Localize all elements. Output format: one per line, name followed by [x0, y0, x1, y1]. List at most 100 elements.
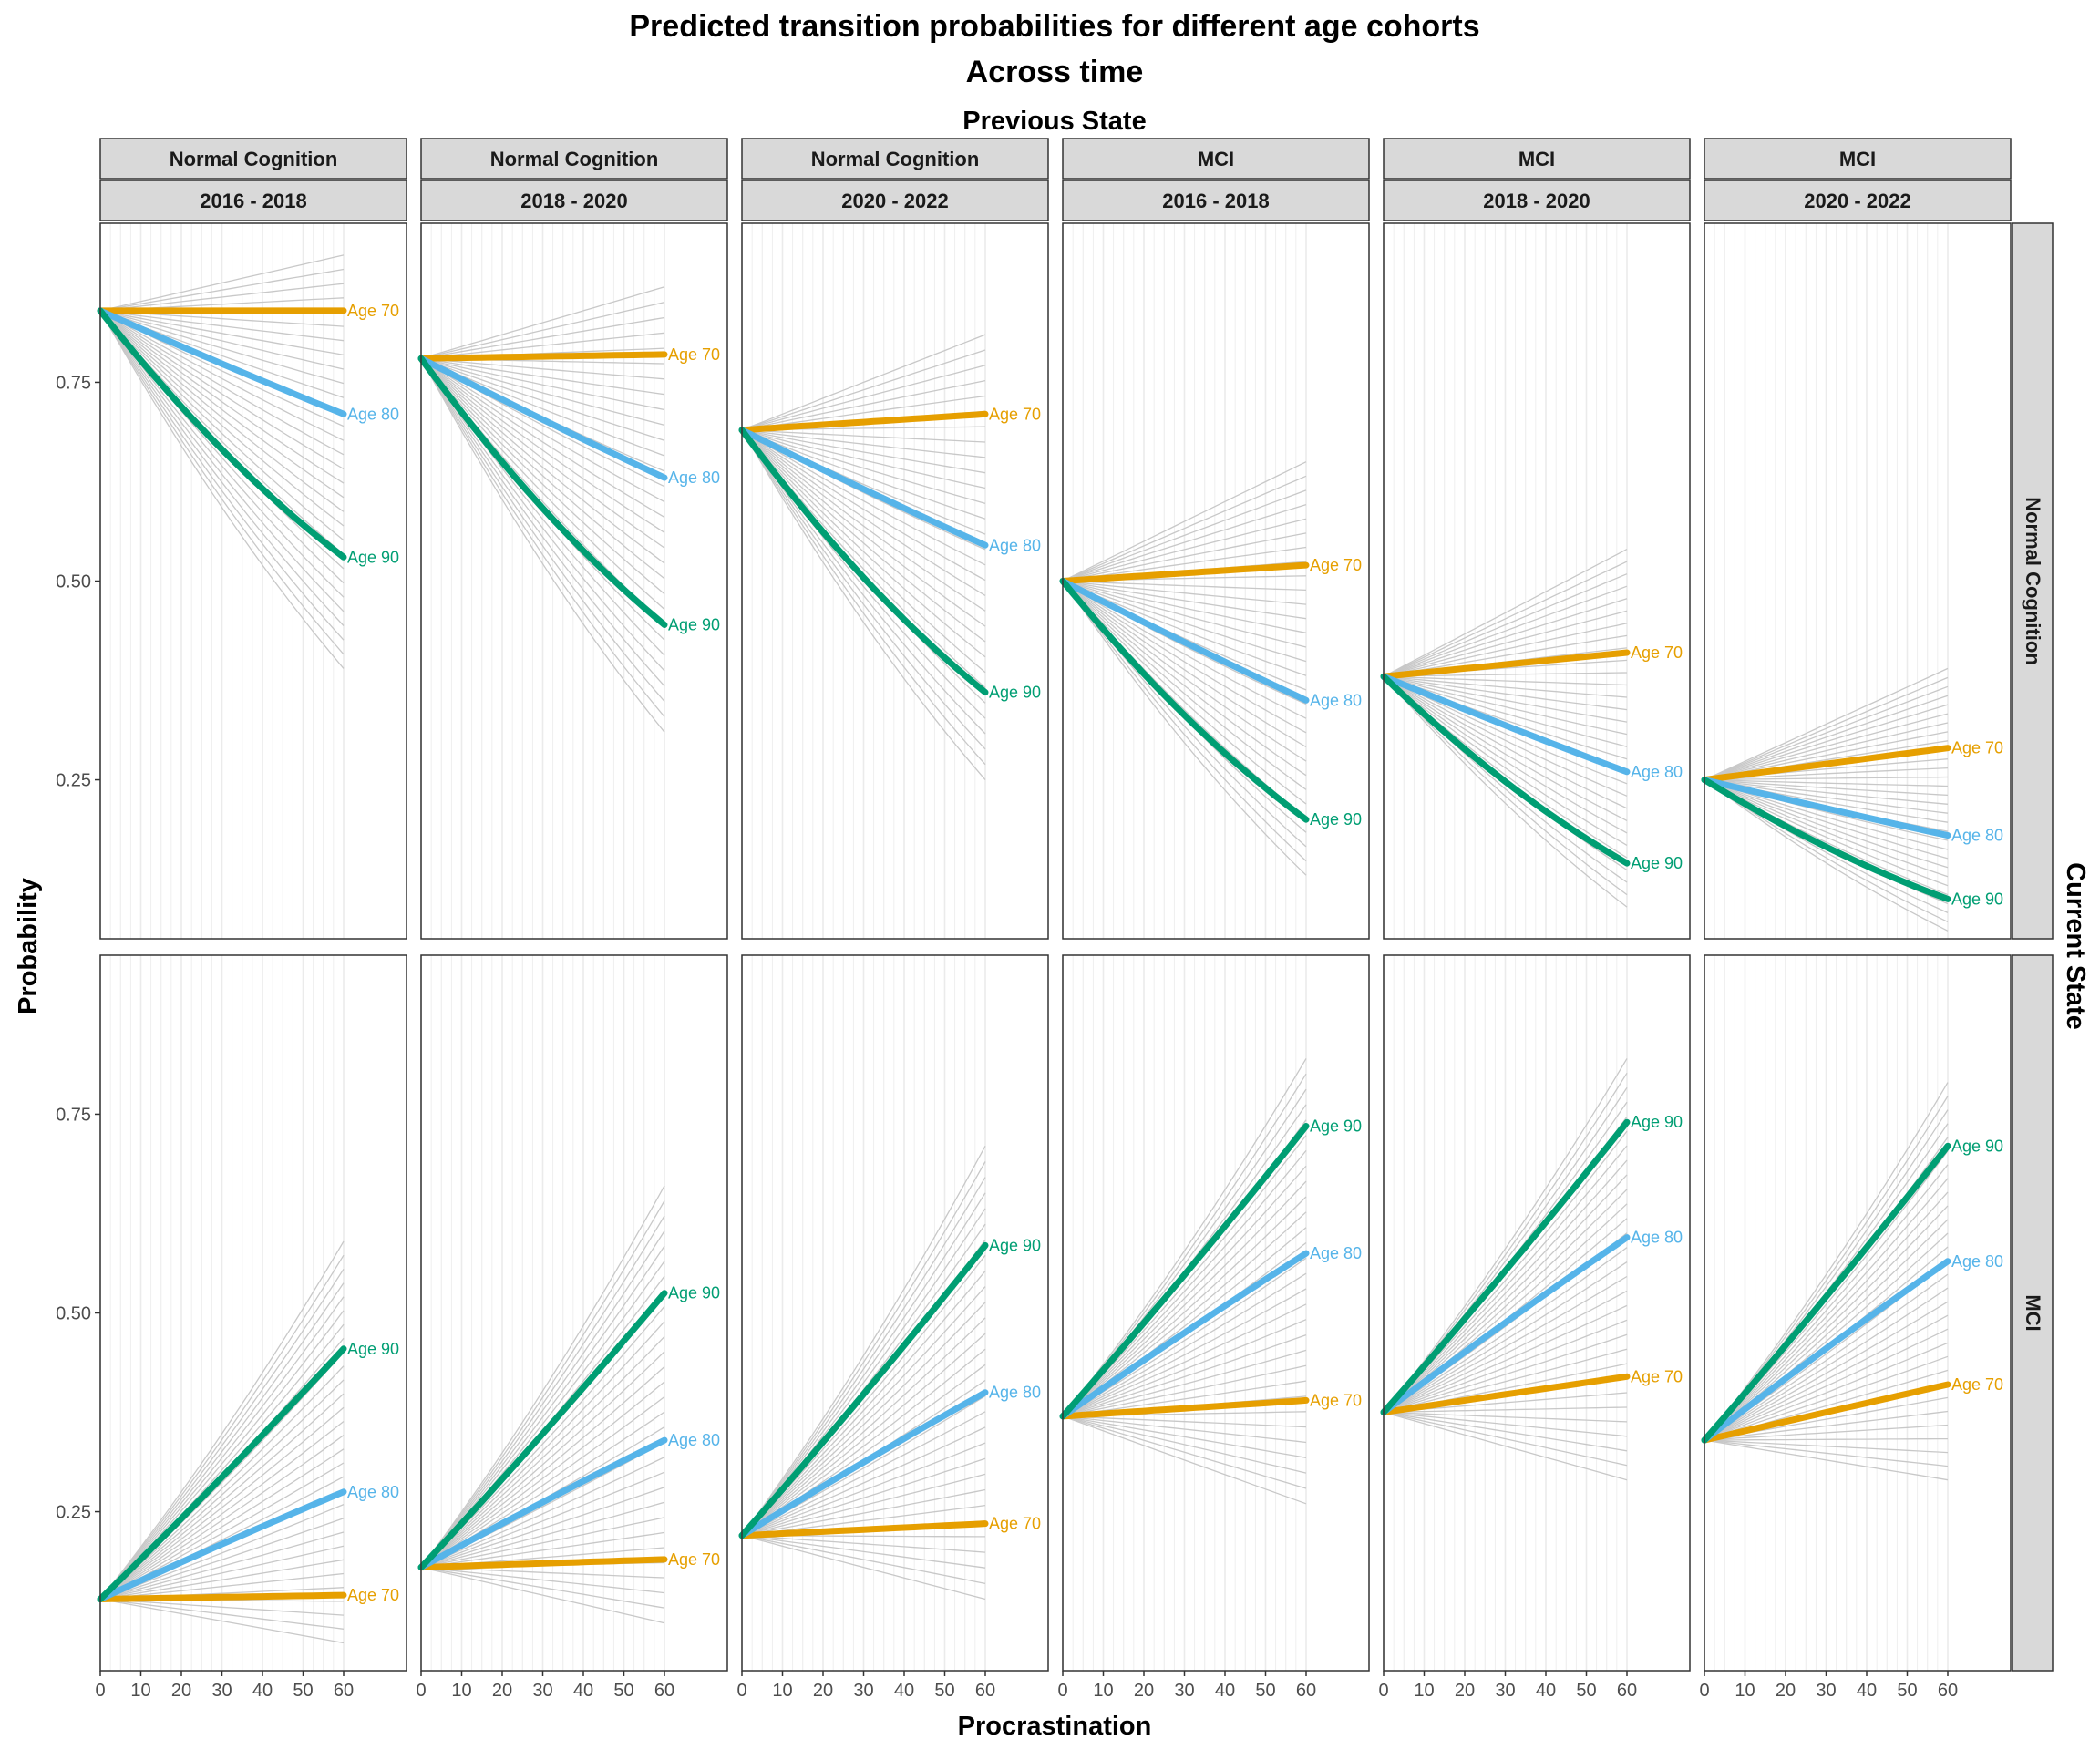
- series-label-age-80: Age 80: [1631, 1229, 1683, 1247]
- y-tick-label: 0.75: [56, 373, 91, 393]
- series-label-age-70: Age 70: [668, 345, 720, 364]
- x-tick-label: 10: [1093, 1681, 1113, 1701]
- cohort-line: [1383, 598, 1628, 677]
- series-line-age-90: [1380, 673, 1631, 867]
- cohort-line: [1383, 675, 1628, 908]
- cohort-line: [1062, 1165, 1307, 1417]
- cohort-line: [1704, 1314, 1949, 1441]
- cohort-line: [1062, 580, 1307, 605]
- cohort-line: [1062, 580, 1307, 748]
- cohort-line: [420, 1566, 665, 1624]
- cohort-line: [99, 1420, 345, 1601]
- cohort-line: [1383, 675, 1628, 711]
- cohort-line: [1704, 1424, 1949, 1441]
- series-label-age-90: Age 90: [1951, 1137, 2003, 1155]
- cohort-line: [1062, 518, 1307, 582]
- cohort-line: [741, 1535, 986, 1601]
- strip-previous-state: [1383, 138, 1691, 180]
- cohort-line: [99, 310, 345, 470]
- cohort-line: [1704, 1164, 1949, 1441]
- series-line-age-80: [1701, 1258, 1951, 1444]
- cohort-line: [741, 1348, 986, 1537]
- cohort-line: [99, 1598, 345, 1644]
- cohort-line: [1704, 778, 1949, 805]
- cohort-line: [420, 1351, 665, 1569]
- cohort-line: [420, 316, 665, 359]
- series-line-age-90: [97, 307, 347, 561]
- series-label-age-90: Age 90: [1310, 810, 1362, 829]
- cohort-line: [741, 429, 986, 520]
- series-line-age-80: [97, 1488, 347, 1602]
- cohort-line: [420, 357, 665, 533]
- series-label-age-90: Age 90: [1310, 1117, 1362, 1136]
- series-label-age-90: Age 90: [347, 1340, 399, 1358]
- cohort-line: [1383, 1411, 1628, 1437]
- cohort-line: [1383, 623, 1628, 677]
- x-tick-label: 40: [1536, 1681, 1556, 1701]
- panel-border: [420, 954, 728, 1672]
- panel-border: [741, 954, 1049, 1672]
- series-label-age-70: Age 70: [1310, 1391, 1362, 1409]
- cohort-line: [99, 310, 345, 626]
- strip-previous-state-label: Normal Cognition: [811, 148, 980, 170]
- facet-panel: Age 70 Age 80 Age 90: [417, 222, 728, 940]
- cohort-line: [1062, 1415, 1307, 1505]
- cohort-line: [1383, 675, 1628, 723]
- cohort-line: [420, 1230, 665, 1569]
- cohort-line: [99, 310, 345, 512]
- cohort-line: [420, 1200, 665, 1568]
- cohort-line: [741, 365, 986, 431]
- series-label-age-90: Age 90: [668, 1284, 720, 1302]
- cohort-line: [1062, 580, 1307, 648]
- series-line-age-90: [1059, 1123, 1310, 1420]
- x-tick-label: 0: [1378, 1681, 1388, 1701]
- cohort-line: [1704, 778, 1949, 850]
- cohort-line: [99, 310, 345, 641]
- series-line-age-70: [738, 1520, 989, 1539]
- cohort-line: [420, 1501, 665, 1569]
- cohort-line: [741, 429, 986, 750]
- cohort-line: [420, 1215, 665, 1569]
- cohort-line: [420, 357, 665, 441]
- strip-current-state-label: MCI: [2022, 1294, 2044, 1331]
- cohort-line: [99, 310, 345, 541]
- cohort-line: [1383, 1247, 1628, 1414]
- cohort-line: [99, 254, 345, 312]
- cohort-line: [1704, 767, 1949, 781]
- cohort-line: [420, 1395, 665, 1569]
- strip-previous-state: [1704, 138, 2012, 180]
- facet-panel: Age 70 Age 80 Age 90: [1380, 222, 1691, 940]
- cohort-line: [1062, 1415, 1307, 1444]
- series-label-age-80: Age 80: [1631, 763, 1683, 781]
- cohort-line: [1704, 1287, 1949, 1441]
- series-label-age-90: Age 90: [1631, 854, 1683, 872]
- strip-period-label: 2020 - 2022: [1804, 190, 1910, 212]
- cohort-line: [1383, 549, 1628, 677]
- cohort-line: [1704, 1355, 1949, 1441]
- x-tick-label: 40: [1215, 1681, 1235, 1701]
- cohort-line: [741, 1488, 986, 1537]
- series-line-age-70: [1059, 1396, 1310, 1420]
- panel-background: [1704, 955, 2011, 1671]
- cohort-line: [1704, 676, 1949, 781]
- series-label-age-70: Age 70: [989, 1515, 1041, 1533]
- cohort-line: [1704, 1439, 1949, 1454]
- chart-title: Predicted transition probabilities for d…: [629, 9, 1479, 44]
- x-tick-label: 60: [975, 1681, 995, 1701]
- cohort-line: [741, 429, 986, 658]
- x-tick-label: 20: [1134, 1681, 1154, 1701]
- cohort-line: [1062, 581, 1307, 790]
- cohort-line: [1062, 503, 1307, 582]
- series-label-age-70: Age 70: [668, 1550, 720, 1569]
- y-tick-label: 0.25: [56, 771, 91, 791]
- strip-period-label: 2018 - 2020: [1483, 190, 1590, 212]
- x-tick-label: 60: [1617, 1681, 1637, 1701]
- x-tick-label: 20: [813, 1681, 833, 1701]
- strip-previous-state: [1062, 138, 1370, 180]
- cohort-line: [1062, 581, 1307, 762]
- x-tick-label: 30: [1816, 1681, 1836, 1701]
- strip-previous-state: [99, 138, 407, 180]
- series-line-age-90: [1701, 1142, 1951, 1444]
- cohort-line: [1062, 1333, 1307, 1417]
- cohort-line: [420, 1487, 665, 1569]
